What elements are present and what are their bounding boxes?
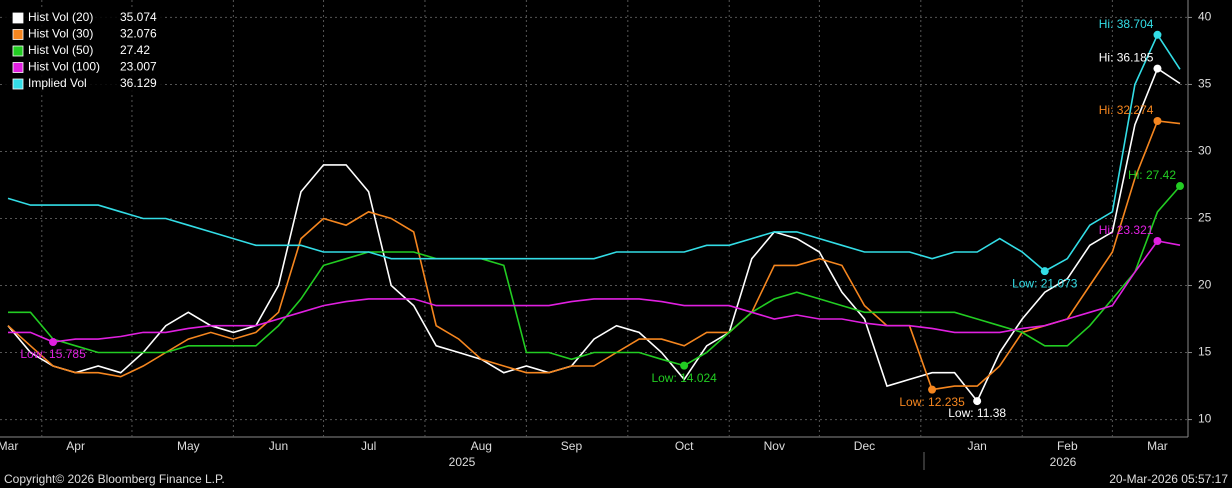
series-line <box>7 120 1181 391</box>
year-label: 2025 <box>449 455 476 469</box>
high-marker <box>1153 64 1162 73</box>
x-tick-label: Mar <box>0 439 18 453</box>
x-tick-label: Dec <box>854 439 875 453</box>
x-tick-label: Oct <box>675 439 694 453</box>
legend-swatch <box>12 62 24 73</box>
x-tick-label: Jun <box>269 439 288 453</box>
high-marker <box>1153 116 1162 125</box>
legend-value: 32.076 <box>120 27 157 41</box>
high-label: Hi: 32.274 <box>1099 103 1154 117</box>
low-label: Low: 14.024 <box>651 371 717 385</box>
copyright: Copyright© 2026 Bloomberg Finance L.P. <box>4 472 225 486</box>
low-marker <box>928 385 937 394</box>
y-tick-label: 15 <box>1198 345 1212 359</box>
x-tick-label: May <box>177 439 200 453</box>
legend-swatch <box>12 45 24 57</box>
low-label: Low: 12.235 <box>899 395 965 409</box>
x-tick-label: Mar <box>1147 439 1168 453</box>
y-tick-label: 40 <box>1198 10 1212 24</box>
legend-value: 27.42 <box>120 43 150 57</box>
timestamp: 20-Mar-2026 05:57:17 <box>1109 472 1228 486</box>
y-tick-label: 10 <box>1198 412 1212 426</box>
x-tick-label: Sep <box>561 439 583 453</box>
low-label: Low: 15.785 <box>20 347 86 361</box>
legend-swatch <box>12 78 24 90</box>
y-tick-label: 25 <box>1198 211 1212 225</box>
low-label: Low: 21.073 <box>1012 276 1078 290</box>
low-marker <box>680 361 689 370</box>
legend-swatch <box>12 12 24 24</box>
series-line <box>8 185 1181 367</box>
year-label: 2026 <box>1050 455 1077 469</box>
series-line <box>7 67 1181 403</box>
legend-value: 36.129 <box>120 76 157 90</box>
legend-label: Hist Vol (50) <box>28 43 93 57</box>
low-marker <box>1040 267 1049 276</box>
legend-swatch <box>12 29 24 40</box>
x-tick-label: Nov <box>764 439 785 453</box>
x-tick-label: Aug <box>471 439 492 453</box>
series-line <box>8 240 1181 343</box>
y-tick-label: 35 <box>1198 77 1212 91</box>
x-tick-label: Feb <box>1057 439 1078 453</box>
high-label: Hi: 36.185 <box>1099 51 1154 65</box>
y-tick-label: 30 <box>1198 144 1212 158</box>
high-label: Hi: 23.321 <box>1099 223 1154 237</box>
legend-label: Hist Vol (20) <box>28 10 93 24</box>
low-marker <box>49 338 58 347</box>
legend-box <box>4 8 164 92</box>
x-tick-label: Jan <box>967 439 986 453</box>
legend-label: Implied Vol <box>28 76 87 90</box>
low-marker <box>973 397 982 406</box>
x-tick-label: Apr <box>66 439 85 453</box>
high-marker <box>1153 30 1162 39</box>
low-label: Low: 11.38 <box>948 406 1006 420</box>
high-label: Hi: 27.42 <box>1128 168 1176 182</box>
legend-label: Hist Vol (30) <box>28 27 93 41</box>
series-line <box>7 33 1181 273</box>
y-tick-label: 20 <box>1198 278 1212 292</box>
legend-label: Hist Vol (100) <box>28 60 100 74</box>
high-label: Hi: 38.704 <box>1099 17 1154 31</box>
high-marker <box>1176 182 1184 191</box>
high-marker <box>1153 237 1162 246</box>
legend-value: 23.007 <box>120 60 157 74</box>
x-tick-label: Jul <box>361 439 376 453</box>
legend-value: 35.074 <box>120 10 157 24</box>
